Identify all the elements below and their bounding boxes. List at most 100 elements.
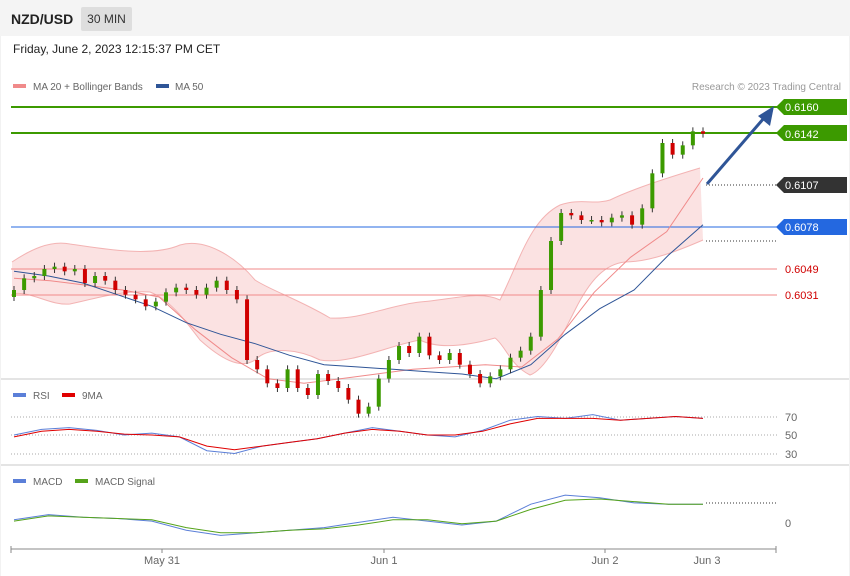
rsi-ma-legend-label: 9MA: [82, 391, 103, 402]
macd-legend-label: MACD: [33, 477, 62, 488]
ma20-line: [13, 177, 704, 384]
svg-text:0.6078: 0.6078: [785, 222, 819, 234]
candle: [397, 346, 402, 360]
candle: [498, 369, 503, 377]
candle: [528, 336, 533, 351]
bb-legend-label: MA 20 + Bollinger Bands: [33, 82, 143, 93]
candle: [255, 360, 260, 370]
level-tag-pivot: 0.6078: [776, 219, 847, 235]
research-credit: Research © 2023 Trading Central: [692, 82, 841, 93]
macd-signal-line: [13, 498, 703, 534]
candle: [346, 388, 351, 400]
macd-signal-legend-label: MACD Signal: [95, 477, 155, 488]
rsi-ma-legend-swatch: [62, 393, 75, 397]
candle: [437, 355, 442, 360]
rsi-tick-30: 30: [785, 449, 797, 461]
candle: [640, 208, 645, 225]
candle: [488, 376, 493, 384]
candle: [234, 290, 239, 300]
candle: [609, 217, 614, 223]
candle: [194, 290, 199, 295]
level-tag-current: 0.6107: [776, 177, 847, 193]
candle: [245, 299, 250, 360]
rsi-tick-50: 50: [785, 430, 797, 442]
candle: [599, 220, 604, 223]
candle: [204, 287, 209, 295]
candle: [417, 336, 422, 353]
candle: [366, 406, 371, 414]
candle: [457, 353, 462, 365]
svg-text:0.6142: 0.6142: [785, 129, 819, 141]
candle: [72, 269, 77, 272]
bb-legend-swatch: [13, 84, 26, 88]
candle: [12, 290, 16, 297]
x-label-jun2: Jun 2: [592, 555, 619, 567]
candle: [549, 241, 554, 290]
top-bar: NZD/USD 30 MIN: [0, 0, 850, 36]
candle: [670, 143, 675, 155]
macd-legend-swatch: [13, 479, 26, 483]
ma50-legend-label: MA 50: [175, 82, 204, 93]
candle: [326, 374, 331, 381]
level-tag-resistance-2: 0.6142: [776, 125, 847, 141]
candle: [32, 276, 37, 279]
candle: [518, 350, 523, 358]
candle: [467, 364, 472, 374]
candle: [356, 399, 361, 414]
symbol-title: NZD/USD: [11, 11, 74, 27]
rsi-legend-label: RSI: [33, 391, 50, 402]
candle: [407, 346, 412, 353]
chart-card: [1, 36, 849, 576]
candle: [143, 299, 148, 307]
candle: [42, 269, 47, 276]
candle: [376, 378, 381, 407]
ma50-line: [13, 224, 704, 380]
candles: [12, 127, 705, 418]
candle: [427, 336, 432, 356]
candle: [569, 213, 574, 216]
candle: [305, 388, 310, 395]
candle: [478, 374, 483, 384]
candle: [214, 280, 219, 288]
x-label-jun1: Jun 1: [371, 555, 398, 567]
candle: [174, 287, 179, 293]
candle: [275, 383, 280, 388]
candle: [701, 131, 705, 134]
candle: [103, 276, 108, 281]
rsi-line: [13, 414, 704, 455]
candle: [22, 278, 27, 290]
candle: [619, 215, 624, 218]
x-label-may31: May 31: [144, 555, 180, 567]
arrow-head-icon: [758, 106, 774, 126]
candle: [538, 290, 543, 337]
candle: [265, 369, 270, 384]
candle: [285, 369, 290, 388]
level-tag-resistance-1: 0.6160: [776, 99, 847, 115]
candle: [447, 353, 452, 360]
candle: [52, 266, 57, 269]
candle: [184, 287, 189, 290]
bollinger-band: [12, 168, 703, 375]
candle: [224, 280, 229, 290]
candle: [62, 266, 67, 272]
svg-text:0.6107: 0.6107: [785, 180, 819, 192]
ma50-legend-swatch: [156, 84, 169, 88]
candle: [113, 280, 118, 290]
candle: [680, 145, 685, 155]
candle: [508, 357, 513, 370]
candle: [579, 215, 584, 220]
bollinger-upper: [11, 167, 701, 319]
macd-signal-legend-swatch: [75, 479, 88, 483]
candle: [133, 294, 138, 300]
x-label-jun3: Jun 3: [694, 555, 721, 567]
candle: [660, 143, 665, 174]
candle: [589, 220, 594, 222]
candle: [153, 301, 158, 307]
rsi-legend-swatch: [13, 393, 26, 397]
candle: [315, 374, 320, 395]
forecast-arrow: [705, 106, 774, 185]
candle: [630, 215, 635, 225]
rsi-ma-line: [13, 415, 704, 451]
timeframe-button[interactable]: 30 MIN: [81, 7, 132, 31]
